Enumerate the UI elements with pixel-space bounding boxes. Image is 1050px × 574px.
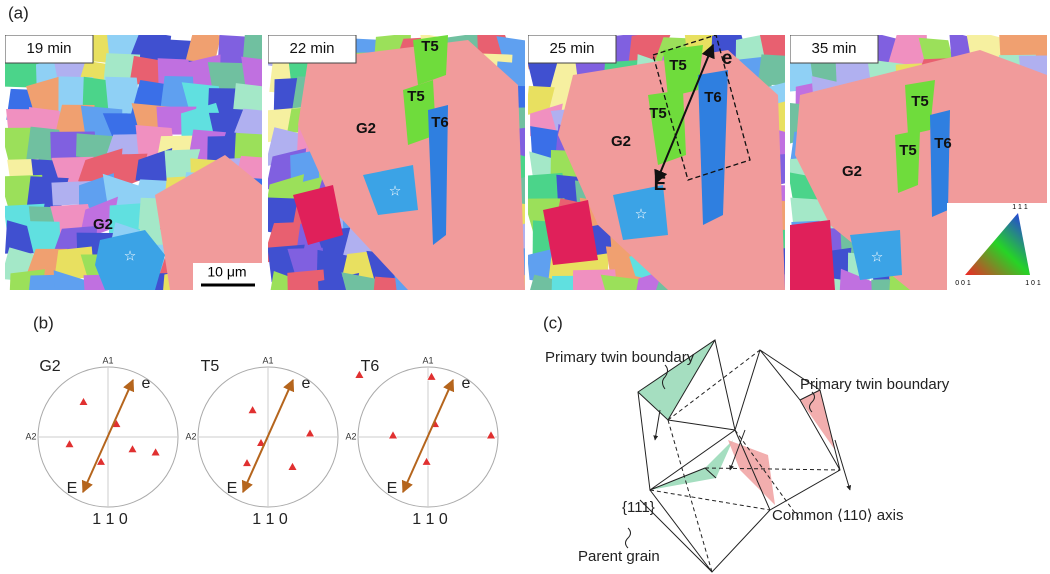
direction-label: 1 1 0 xyxy=(412,511,448,528)
pole xyxy=(65,440,74,448)
star: ☆ xyxy=(124,248,137,264)
pole xyxy=(151,448,160,456)
pole-figures: G2 A1 A2 e E 1 1 0 T5 A1 A2 e E 1 1 0 T6 A1 A2 e E 1 1 0 xyxy=(25,355,498,528)
map-label: T6 xyxy=(704,89,722,106)
crystal-diagram xyxy=(626,340,851,572)
map-label: T5 xyxy=(911,93,929,110)
figure: (a) ☆ G2 10 μm 19 min ☆ T5 T5 G2 T6 22 m… xyxy=(0,0,1050,574)
grain xyxy=(790,220,835,290)
map-label: T5 xyxy=(899,142,917,159)
end-label: E xyxy=(387,480,398,497)
ebsd-map: ☆ T5 T5 T6 G2 e E 25 min xyxy=(521,29,803,314)
map-label: T5 xyxy=(669,57,687,74)
twin-plane xyxy=(800,390,835,450)
pole xyxy=(389,431,398,439)
ipf-label: 1 0 1 xyxy=(1025,280,1041,287)
time-label: 35 min xyxy=(811,40,856,57)
twin-plane xyxy=(728,440,775,505)
time-label: 19 min xyxy=(26,40,71,57)
end-label: e xyxy=(462,375,471,392)
pf-title: G2 xyxy=(39,358,60,375)
diagram-label: Parent grain xyxy=(578,548,660,565)
time-label: 25 min xyxy=(549,40,594,57)
direction-label: 1 1 0 xyxy=(252,511,288,528)
leader xyxy=(626,528,631,548)
axis-label: A2 xyxy=(185,431,196,441)
pole xyxy=(243,458,252,466)
panel-label: (a) xyxy=(8,3,29,22)
map-label: T5 xyxy=(649,105,667,122)
axis-arrow xyxy=(655,410,660,440)
map-label: T5 xyxy=(407,88,425,105)
scale-label: 10 μm xyxy=(207,264,246,280)
map-label: G2 xyxy=(842,163,862,180)
ebsd-map: ☆ T5 T5 G2 T6 22 min xyxy=(261,29,543,314)
axis-label: A1 xyxy=(262,355,273,365)
map-label: E xyxy=(654,174,667,195)
star: ☆ xyxy=(389,183,402,199)
pole xyxy=(128,445,137,453)
map-label: T6 xyxy=(934,135,952,152)
pole xyxy=(79,397,88,405)
map-label: G2 xyxy=(93,216,113,233)
star: ☆ xyxy=(871,249,884,265)
map-label: e xyxy=(722,48,733,69)
end-label: e xyxy=(142,375,151,392)
pf-title: T5 xyxy=(201,358,220,375)
time-label: 22 min xyxy=(289,40,334,57)
diagram-label: Primary twin boundary xyxy=(800,376,950,393)
twin-plane xyxy=(650,440,733,490)
grain xyxy=(895,130,920,193)
map-label: T5 xyxy=(421,38,439,55)
pf-title: T6 xyxy=(361,358,380,375)
pole xyxy=(248,406,257,414)
panel-label: (b) xyxy=(33,313,54,332)
map-label: G2 xyxy=(611,133,631,150)
ebsd-map: ☆ G2 10 μm 19 min xyxy=(0,28,280,314)
star: ☆ xyxy=(635,206,648,222)
diagram-label: {111} xyxy=(622,499,655,516)
end-label: E xyxy=(67,480,78,497)
axis-label: A2 xyxy=(345,431,356,441)
grain xyxy=(573,269,619,311)
ebsd-map: ☆ T5 T5 T6 G2 1 1 1 0 0 1 1 0 1 35 min xyxy=(785,28,1050,314)
end-label: E xyxy=(227,480,238,497)
grain xyxy=(930,110,950,217)
pole xyxy=(288,462,297,470)
map-label: G2 xyxy=(356,120,376,137)
axis-label: A1 xyxy=(102,355,113,365)
ipf-label: 0 0 1 xyxy=(955,280,971,287)
ipf-label: 1 1 1 xyxy=(1012,204,1028,211)
grain xyxy=(233,83,273,111)
pole xyxy=(487,431,496,439)
end-label: e xyxy=(302,375,311,392)
axis-label: A2 xyxy=(25,431,36,441)
pole xyxy=(306,429,315,437)
axis-label: A1 xyxy=(422,355,433,365)
direction-label: 1 1 0 xyxy=(92,511,128,528)
pole xyxy=(422,457,431,465)
panel-label: (c) xyxy=(543,313,563,332)
diagram-label: Common ⟨110⟩ axis xyxy=(772,507,903,524)
map-label: T6 xyxy=(431,114,449,131)
diagram-label: Primary twin boundary xyxy=(545,349,695,366)
